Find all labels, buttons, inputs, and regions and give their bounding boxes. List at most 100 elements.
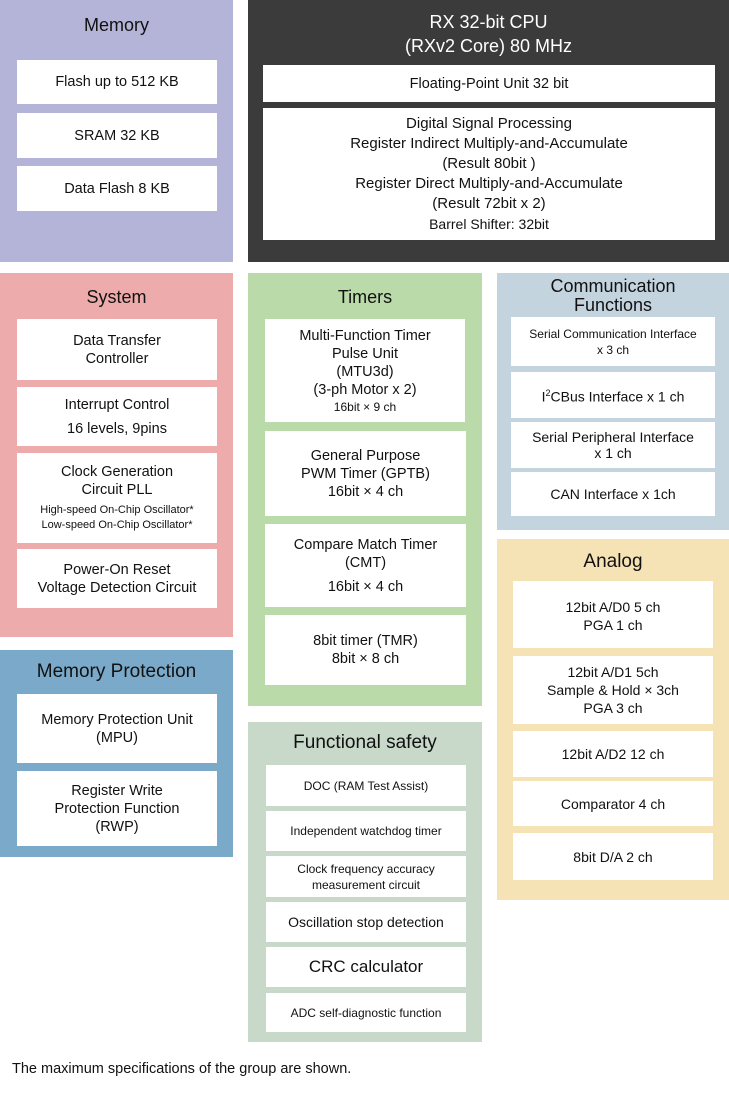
fs-doc: DOC (RAM Test Assist) bbox=[266, 765, 466, 806]
system-dtc: Data Transfer Controller bbox=[17, 319, 217, 380]
memory-sram: SRAM 32 KB bbox=[17, 113, 217, 158]
timers-group: Timers Multi-Function Timer Pulse Unit (MT… bbox=[248, 273, 482, 706]
label: PGA 3 ch bbox=[583, 700, 643, 716]
fs-cac: Clock frequency accuracy measurement circ… bbox=[266, 856, 466, 897]
memory-protection-group: Memory Protection Memory Protection Unit… bbox=[0, 650, 233, 857]
comm-can: CAN Interface x 1ch bbox=[511, 472, 715, 516]
cpu-dsp: Digital Signal Processing Register Indir… bbox=[263, 108, 715, 240]
label: Serial Peripheral Interface bbox=[532, 429, 694, 445]
footnote: The maximum specifications of the group … bbox=[12, 1061, 352, 1077]
memory-group: Memory Flash up to 512 KB SRAM 32 KB Dat… bbox=[0, 0, 233, 262]
label: Clock Generation bbox=[60, 464, 174, 480]
fs-crc: CRC calculator bbox=[266, 947, 466, 987]
fs-adc: ADC self-diagnostic function bbox=[266, 993, 466, 1032]
cpu-title-line2: (RXv2 Core) 80 MHz bbox=[404, 36, 573, 56]
label: (3-ph Motor x 2) bbox=[313, 381, 417, 398]
label: PGA 1 ch bbox=[583, 617, 643, 633]
analog-group: Analog 12bit A/D0 5 ch PGA 1 ch 12bit A/D… bbox=[497, 539, 729, 900]
comm-spi: Serial Peripheral Interface x 1 ch bbox=[511, 422, 715, 468]
analog-ad1: 12bit A/D1 5ch Sample & Hold × 3ch PGA 3 c… bbox=[513, 656, 713, 724]
label: 8bit D/A 2 ch bbox=[573, 848, 653, 865]
fs-iwdt: Independent watchdog timer bbox=[266, 811, 466, 851]
label: SRAM 32 KB bbox=[74, 127, 160, 144]
i2c-rest: CBus Interface x 1 ch bbox=[550, 388, 685, 405]
memory-protection-title: Memory Protection bbox=[36, 661, 197, 682]
cpu-title: RX 32-bit CPU (RXv2 Core) 80 MHz bbox=[248, 10, 729, 58]
label: Circuit PLL bbox=[81, 482, 153, 498]
timers-mtu: Multi-Function Timer Pulse Unit (MTU3d) (3-… bbox=[265, 319, 465, 422]
label: 12bit A/D2 12 ch bbox=[561, 746, 665, 762]
label: Controller bbox=[85, 350, 149, 367]
timers-title: Timers bbox=[337, 287, 393, 307]
label: 16bit × 4 ch bbox=[327, 483, 404, 500]
memory-flash: Flash up to 512 KB bbox=[17, 60, 217, 104]
label: Floating-Point Unit 32 bit bbox=[409, 75, 569, 92]
timers-cmt: Compare Match Timer (CMT) 16bit × 4 ch bbox=[265, 524, 466, 607]
label: Comparator 4 ch bbox=[560, 795, 666, 812]
label: Register Write bbox=[71, 782, 163, 799]
label: CRC calculator bbox=[308, 957, 424, 976]
label: Clock frequency accuracy bbox=[297, 861, 435, 876]
analog-ad2: 12bit A/D2 12 ch bbox=[513, 731, 713, 777]
label: Compare Match Timer bbox=[293, 536, 438, 553]
communication-group: Communication Functions Serial Communica… bbox=[497, 273, 729, 530]
cpu-title-line1: RX 32-bit CPU bbox=[429, 12, 548, 32]
label: DOC (RAM Test Assist) bbox=[303, 778, 429, 793]
label: Sample & Hold × 3ch bbox=[547, 682, 679, 698]
memory-title: Memory bbox=[83, 15, 149, 35]
comm-sci: Serial Communication Interface x 3 ch bbox=[511, 317, 715, 366]
label: Pulse Unit bbox=[331, 345, 399, 362]
timers-tmr: 8bit timer (TMR) 8bit × 8 ch bbox=[265, 615, 466, 685]
label: Digital Signal Processing bbox=[406, 115, 572, 132]
label: 8bit × 8 ch bbox=[331, 651, 400, 667]
system-group: System Data Transfer Controller Interrupt… bbox=[0, 273, 233, 637]
timers-gptb: General Purpose PWM Timer (GPTB) 16bit × 4… bbox=[265, 431, 466, 516]
label: Memory Protection Unit bbox=[41, 711, 193, 728]
system-interrupt: Interrupt Control 16 levels, 9pins bbox=[17, 387, 217, 446]
label: Independent watchdog timer bbox=[290, 824, 442, 838]
label: Data Flash 8 KB bbox=[64, 180, 170, 197]
label: CAN Interface x 1ch bbox=[550, 486, 676, 502]
analog-title: Analog bbox=[583, 551, 643, 572]
label: (RWP) bbox=[95, 818, 139, 835]
label: Power-On Reset bbox=[63, 561, 171, 578]
functional-safety-group: Functional safety DOC (RAM Test Assist) … bbox=[248, 722, 482, 1042]
label: 8bit timer (TMR) bbox=[313, 633, 418, 649]
label: (MPU) bbox=[96, 729, 138, 746]
label: Flash up to 512 KB bbox=[55, 74, 179, 90]
memory-data-flash: Data Flash 8 KB bbox=[17, 166, 217, 211]
label: measurement circuit bbox=[311, 877, 421, 892]
analog-comparator: Comparator 4 ch bbox=[513, 781, 713, 826]
label: 16bit × 4 ch bbox=[327, 578, 404, 595]
label: Voltage Detection Circuit bbox=[37, 579, 197, 596]
label: ADC self-diagnostic function bbox=[290, 1005, 442, 1020]
label: (CMT) bbox=[344, 554, 387, 571]
label: General Purpose bbox=[310, 447, 421, 464]
label: 12bit A/D1 5ch bbox=[567, 664, 659, 680]
label: Register Direct Multiply-and-Accumulate bbox=[355, 175, 623, 192]
label: x 1 ch bbox=[594, 445, 632, 461]
memory-protection-rwp: Register Write Protection Function (RWP) bbox=[17, 771, 217, 846]
label: Data Transfer bbox=[73, 332, 161, 349]
system-clock: Clock Generation Circuit PLL High-speed O… bbox=[17, 453, 217, 543]
analog-da: 8bit D/A 2 ch bbox=[513, 833, 713, 880]
cpu-group: RX 32-bit CPU (RXv2 Core) 80 MHz Floatin… bbox=[248, 0, 729, 262]
label: 16bit × 9 ch bbox=[333, 399, 397, 414]
system-reset: Power-On Reset Voltage Detection Circuit bbox=[17, 549, 217, 608]
label: Serial Communication Interface bbox=[529, 326, 697, 341]
label: Protection Function bbox=[54, 800, 180, 817]
i2c-prefix: I bbox=[541, 388, 546, 405]
label: High-speed On-Chip Oscillator* bbox=[40, 504, 194, 516]
label: Interrupt Control bbox=[64, 396, 170, 413]
label: Low-speed On-Chip Oscillator* bbox=[41, 519, 193, 531]
communication-title: Communication Functions bbox=[497, 277, 729, 315]
system-title: System bbox=[86, 287, 147, 307]
functional-safety-title: Functional safety bbox=[293, 732, 437, 753]
cpu-fpu: Floating-Point Unit 32 bit bbox=[263, 65, 715, 102]
comm-i2c: I2CBus Interface x 1 ch bbox=[511, 372, 715, 418]
label: Register Indirect Multiply-and-Accumulat… bbox=[350, 135, 628, 152]
label: (MTU3d) bbox=[336, 363, 394, 380]
i2c-sup: 2 bbox=[545, 388, 551, 399]
label: I2CBus Interface x 1 ch bbox=[542, 384, 685, 406]
label: PWM Timer (GPTB) bbox=[301, 465, 430, 482]
